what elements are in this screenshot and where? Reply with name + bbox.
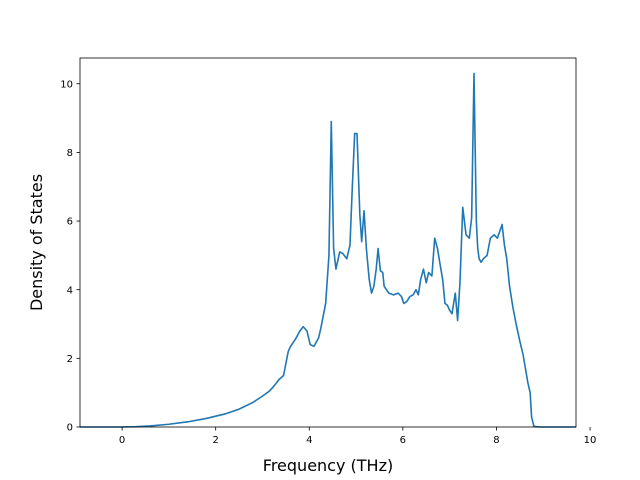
plot-area — [80, 72, 576, 428]
x-axis-label: Frequency (THz) — [263, 456, 393, 475]
y-tick-label: 8 — [67, 148, 73, 159]
x-tick-label: 10 — [584, 435, 597, 446]
y-tick-label: 6 — [67, 217, 73, 228]
y-tick-label: 2 — [67, 354, 73, 365]
x-tick-label: 6 — [400, 435, 406, 446]
axes-frame — [79, 57, 577, 428]
x-tick-label: 8 — [493, 435, 499, 446]
x-tick-label: 2 — [213, 435, 219, 446]
y-tick-label: 0 — [67, 423, 73, 434]
y-tick-label: 4 — [67, 285, 73, 296]
y-tick-label: 10 — [60, 79, 73, 90]
x-axis-ticks: 0 2 4 6 8 10 — [119, 427, 596, 446]
x-tick-label: 0 — [119, 435, 125, 446]
y-axis-label: Density of States — [27, 174, 46, 311]
y-axis-ticks: 0 2 4 6 8 10 — [60, 79, 80, 434]
series-line — [80, 72, 576, 428]
x-tick-label: 4 — [306, 435, 312, 446]
